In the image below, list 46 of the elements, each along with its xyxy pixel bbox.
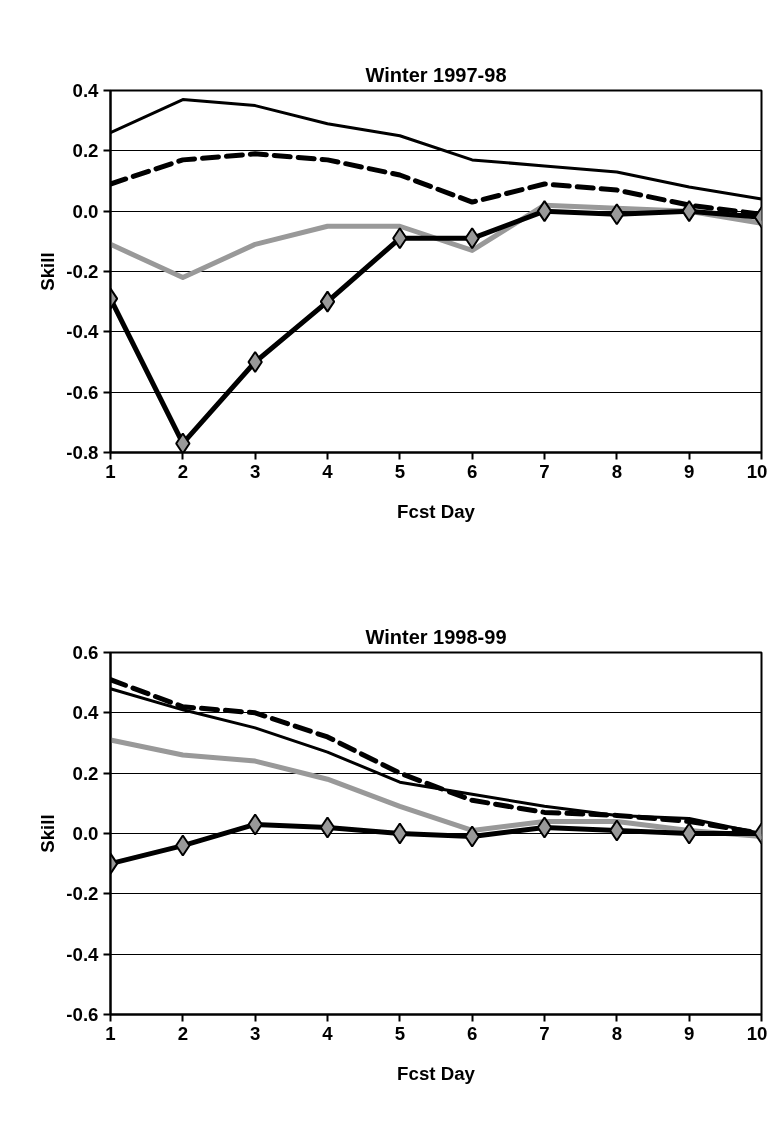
- x-tick-label: 10: [746, 460, 767, 482]
- x-tick-label: 2: [177, 460, 189, 482]
- x-tick-label: 9: [683, 1022, 695, 1044]
- x-tick-label: 10: [746, 1022, 767, 1044]
- point: [175, 432, 191, 453]
- y-tick-label: 0.2: [72, 140, 99, 162]
- y-axis-title: Skill: [37, 252, 59, 291]
- point: [536, 200, 553, 223]
- x-tick-label: 6: [466, 460, 478, 482]
- x-tick-label: 7: [539, 460, 550, 482]
- point: [319, 290, 336, 313]
- chart-title: Winter 1997-98: [365, 63, 507, 86]
- x-axis-title: Fcst Day: [397, 1062, 476, 1084]
- x-tick-label: 9: [683, 460, 695, 482]
- chart-title: Winter 1998-99: [365, 625, 507, 648]
- y-tick-label: -0.6: [66, 1004, 99, 1025]
- y-tick-label: 0.6: [72, 642, 99, 663]
- point: [319, 816, 336, 839]
- y-tick-label: -0.8: [66, 442, 99, 463]
- x-axis-title: Fcst Day: [397, 500, 476, 522]
- y-tick-label: 0.4: [72, 80, 100, 101]
- point: [247, 351, 263, 373]
- point: [536, 816, 553, 839]
- y-tick-label: 0.0: [72, 200, 99, 222]
- x-tick-label: 8: [611, 1022, 623, 1044]
- y-tick-label: -0.2: [66, 883, 99, 905]
- x-tick-label: 4: [322, 1022, 334, 1044]
- x-tick-label: 1: [105, 1022, 116, 1044]
- x-tick-label: 5: [394, 460, 406, 482]
- x-tick-label: 5: [394, 1022, 406, 1044]
- y-tick-label: 0.4: [72, 702, 100, 724]
- x-tick-label: 3: [249, 460, 261, 482]
- y-tick-label: 0.2: [72, 762, 99, 784]
- y-axis-title: Skill: [37, 814, 59, 853]
- x-tick-label: 2: [177, 1022, 189, 1044]
- y-tick-label: -0.4: [66, 321, 100, 343]
- x-tick-label: 3: [249, 1022, 261, 1044]
- x-tick-label: 6: [466, 1022, 478, 1044]
- y-tick-label: -0.6: [66, 381, 99, 403]
- y-tick-label: -0.4: [66, 943, 100, 965]
- y-tick-label: 0.0: [72, 823, 99, 844]
- x-tick-label: 8: [611, 460, 623, 482]
- x-tick-label: 1: [105, 460, 116, 482]
- y-tick-label: -0.2: [66, 261, 99, 282]
- x-tick-label: 7: [539, 1022, 550, 1044]
- x-tick-label: 4: [322, 460, 334, 482]
